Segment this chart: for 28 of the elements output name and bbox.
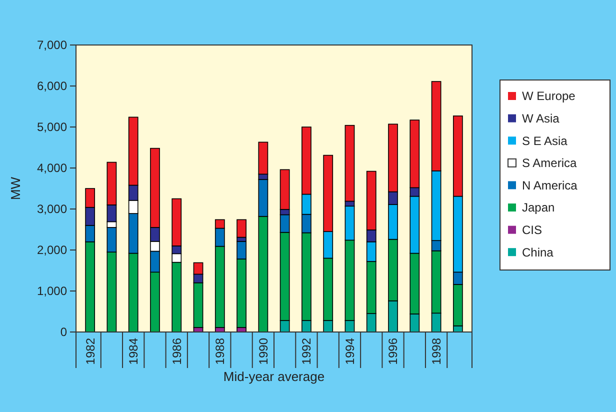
y-tick-label: 1,000 [36,284,68,298]
legend-label: W Asia [522,112,560,126]
x-tick-label: 1984 [126,338,141,365]
y-tick-label: 2,000 [36,243,68,258]
y-axis-title: MW [8,176,23,200]
x-tick-label: 1994 [342,338,357,365]
legend-label: N America [522,178,578,192]
x-tick-label: 1988 [213,338,228,365]
y-tick-label: 7,000 [36,38,68,52]
legend-label: S E Asia [522,134,568,148]
y-tick-label: 3,000 [36,202,68,216]
legend-label: W Europe [522,89,576,104]
x-tick-label: 1998 [429,338,444,365]
bar [236,219,246,238]
x-tick-label: 1990 [256,338,270,365]
x-tick-label: 1992 [300,338,314,365]
x-tick-label: 1996 [386,338,400,365]
legend-label: S America [522,156,578,170]
x-axis-title: Mid-year average [223,369,325,384]
y-tick-label: 5,000 [36,120,68,134]
legend-label: China [522,245,554,260]
y-tick-label: 6,000 [36,79,68,94]
x-tick-label: 1986 [170,338,184,365]
legend-label: CIS [522,223,542,237]
x-tick-label: 1982 [83,338,98,365]
legend-label: Japan [522,200,555,215]
y-tick-label: 0 [60,325,68,340]
y-tick-label: 4,000 [36,161,68,176]
